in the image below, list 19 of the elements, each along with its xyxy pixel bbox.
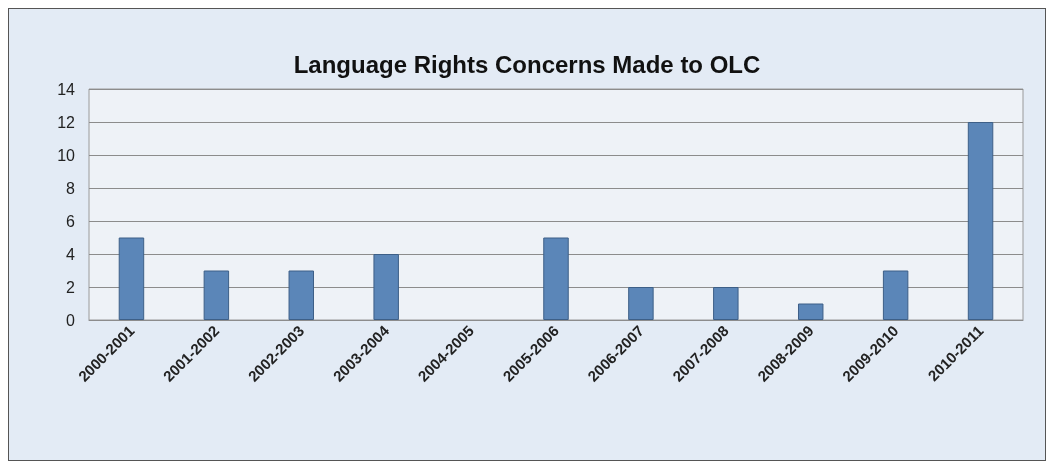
y-tick-label: 8	[66, 179, 76, 197]
bar	[882, 270, 909, 320]
y-tick-label: 6	[66, 212, 76, 230]
bar	[373, 254, 399, 320]
bar	[288, 270, 315, 320]
chart-title: Language Rights Concerns Made to OLC	[293, 50, 761, 78]
y-tick-label: 4	[66, 245, 76, 263]
y-tick-label: 12	[57, 113, 76, 131]
bar	[967, 122, 994, 320]
y-tick-label: 10	[57, 146, 76, 164]
bar	[628, 287, 654, 320]
bar	[118, 237, 145, 320]
bar	[203, 270, 230, 320]
bar	[543, 237, 569, 320]
y-tick-label: 2	[66, 278, 76, 296]
bar	[713, 287, 739, 320]
bar	[797, 303, 824, 320]
y-tick-label: 14	[57, 80, 76, 98]
y-tick-label: 0	[66, 311, 76, 329]
